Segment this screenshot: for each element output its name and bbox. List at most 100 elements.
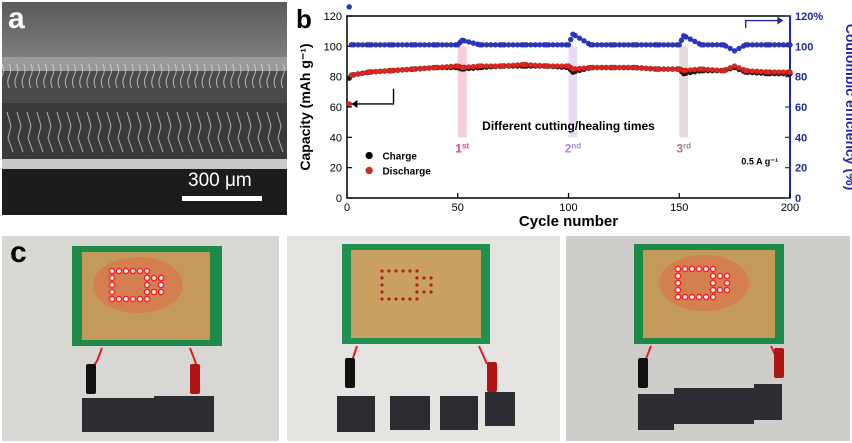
y-right-tick-label: 100	[795, 41, 813, 53]
led-dot	[709, 272, 717, 280]
x-tick-label: 150	[670, 202, 688, 214]
led-dot	[122, 267, 130, 275]
x-tick-label: 0	[344, 202, 350, 214]
y-right-tick-label: 0	[795, 193, 801, 205]
discharge-point	[432, 64, 439, 71]
coulombic-efficiency-point	[570, 31, 576, 38]
discharge-point	[587, 64, 594, 71]
panel-c-label: c	[10, 236, 27, 269]
led-dot	[115, 295, 123, 303]
led-dot	[136, 295, 144, 303]
coulombic-efficiency-point	[366, 42, 372, 48]
led-dot	[415, 290, 419, 294]
led-dot	[674, 279, 682, 287]
annotation-current-density: 0.5 A g⁻¹	[741, 157, 778, 167]
led-dot	[157, 274, 165, 282]
right-axis-arrowhead	[777, 16, 784, 25]
led-dot	[709, 293, 717, 301]
led-dot	[723, 272, 731, 280]
x-tick-label: 50	[452, 202, 464, 214]
led-dot	[143, 281, 151, 289]
led-dot	[387, 297, 391, 301]
discharge-point	[521, 61, 527, 68]
coulombic-efficiency-point	[581, 38, 587, 44]
coulombic-efficiency-point	[742, 42, 749, 48]
legend-marker-discharge	[365, 166, 373, 175]
led-dot	[674, 293, 682, 301]
coulombic-efficiency-point	[736, 45, 742, 52]
y-left-tick-label: 40	[330, 132, 342, 144]
event-band-1	[457, 46, 467, 138]
led-dot	[108, 267, 116, 275]
y-left-tick-label: 0	[336, 193, 342, 205]
annotation-cutting-healing: Different cutting/healing times	[482, 119, 655, 133]
led-dot	[136, 267, 144, 275]
coulombic-efficiency-point	[454, 42, 461, 48]
coulombic-efficiency-point	[691, 38, 698, 45]
discharge-point	[787, 69, 793, 75]
led-dot	[702, 265, 710, 273]
led-dot	[415, 276, 419, 280]
discharge-point	[698, 66, 705, 72]
x-tick-label: 100	[559, 202, 577, 214]
event-label-3: 3rd	[676, 141, 691, 156]
sem-cross-section-image	[2, 2, 287, 215]
legend-label-discharge: Discharge	[382, 167, 431, 178]
legend-label-charge: Charge	[382, 152, 417, 163]
led-dot	[401, 269, 405, 273]
led-dot	[143, 267, 151, 275]
coulombic-efficiency-point	[521, 42, 527, 48]
led-dot	[695, 293, 703, 301]
cycling-chart-panel: b 1st 2nd 3rd 0 20 40 60 80 100 120 0 20 40 60 80 100…	[290, 2, 852, 230]
x-axis-label: Cycle number	[519, 213, 618, 230]
led-dot	[723, 286, 731, 294]
y-right-tick-label: 120%	[795, 11, 823, 23]
led-dot	[143, 295, 151, 303]
legend-marker-charge	[365, 151, 373, 160]
led-dot	[674, 286, 682, 294]
led-dot	[422, 276, 426, 280]
led-dot	[408, 297, 412, 301]
led-board-healed-image	[566, 236, 850, 441]
led-board-intact-image	[2, 236, 279, 441]
left-axis-arrowhead	[351, 99, 358, 108]
coulombic-efficiency-point	[499, 42, 505, 48]
y-axis-left-label: Capacity (mAh g⁻¹)	[297, 43, 313, 170]
y-right-tick-label: 20	[795, 163, 807, 175]
led-dot	[108, 281, 116, 289]
discharge-point	[346, 101, 353, 107]
y-left-tick-label: 60	[330, 102, 342, 114]
coulombic-efficiency-point	[632, 42, 638, 48]
led-dot	[129, 267, 137, 275]
coulombic-efficiency-point	[543, 42, 550, 48]
led-dot	[674, 265, 682, 273]
led-dot	[709, 279, 717, 287]
led-dot	[716, 286, 724, 294]
led-dot	[380, 290, 384, 294]
led-dot	[380, 269, 384, 273]
discharge-point	[565, 63, 572, 69]
coulombic-efficiency-point	[676, 42, 683, 48]
led-dot	[709, 286, 717, 294]
event-band-3	[679, 46, 689, 138]
led-dot	[702, 293, 710, 301]
led-dot	[380, 283, 384, 287]
y-right-tick-label: 60	[795, 102, 807, 114]
led-dot	[688, 265, 696, 273]
led-dot	[143, 274, 151, 282]
coulombic-efficiency-point	[410, 42, 417, 48]
led-photo-healed	[566, 236, 850, 441]
led-dot	[150, 288, 158, 296]
y-right-tick-label: 40	[795, 132, 807, 144]
coulombic-efficiency-point	[567, 36, 574, 43]
led-board-cut-image	[287, 236, 560, 441]
led-dot	[674, 272, 682, 280]
coulombic-efficiency-point	[720, 42, 727, 48]
coulombic-efficiency-point	[678, 37, 685, 44]
led-dot	[408, 269, 412, 273]
coulombic-efficiency-point	[388, 42, 395, 48]
scale-bar-label: 300 μm	[188, 170, 252, 191]
discharge-point	[720, 67, 727, 74]
coulombic-efficiency-point	[432, 42, 439, 48]
coulombic-efficiency-point	[727, 45, 733, 52]
